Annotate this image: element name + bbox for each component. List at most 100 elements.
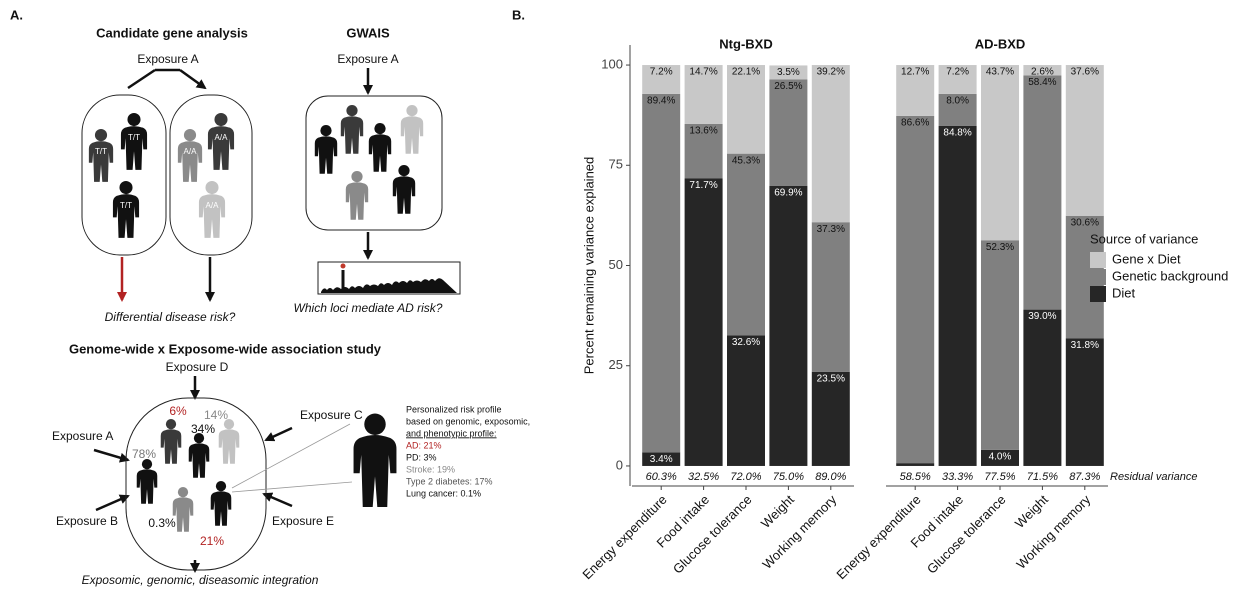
profile-risk: Type 2 diabetes: 17% (406, 476, 493, 486)
value-label: 37.3% (817, 224, 845, 235)
question: Differential disease risk? (105, 310, 236, 324)
value-label: 7.2% (650, 67, 673, 78)
value-label: 13.6% (689, 126, 717, 137)
exposure-label: Exposure C (300, 408, 363, 422)
y-tick-label: 0 (616, 457, 623, 472)
arrow (128, 70, 205, 88)
risk-label: 6% (169, 404, 187, 418)
residual-label: 60.3% (646, 471, 677, 483)
bar-segment (769, 79, 807, 185)
risk-label: 21% (200, 534, 224, 548)
value-label: 45.3% (732, 155, 760, 166)
value-label: 58.4% (1028, 77, 1056, 88)
bar-segment (812, 65, 850, 222)
profile-text: and phenotypic profile: (406, 428, 497, 438)
value-label: 71.7% (689, 180, 717, 191)
value-label: 23.5% (817, 373, 845, 384)
residual-label: 32.5% (688, 471, 719, 483)
x-tick-label: Working memory (759, 492, 839, 572)
x-tick-label: Weight (758, 492, 797, 531)
person-icon (341, 105, 363, 154)
residual-label: 72.0% (730, 471, 761, 483)
residual-label: 33.3% (942, 471, 973, 483)
value-label: 22.1% (732, 67, 760, 78)
x-tick-label: Glucose tolerance (670, 492, 755, 577)
value-label: 3.4% (650, 454, 673, 465)
panel-label: A. (10, 7, 23, 22)
value-label: 30.6% (1071, 217, 1099, 228)
value-label: 4.0% (989, 452, 1012, 463)
figure: A. Candidate gene analysis Exposure A T/… (0, 0, 1238, 591)
legend-swatch (1090, 269, 1106, 285)
residual-title: Residual variance (1110, 471, 1197, 483)
person-icon (219, 419, 240, 464)
genotype-label: A/A (206, 201, 220, 210)
y-tick-label: 75 (609, 157, 623, 172)
bar-segment (812, 372, 850, 466)
legend-label: Diet (1112, 285, 1136, 300)
person-icon (211, 481, 232, 526)
profile-risk: Stroke: 19% (406, 464, 455, 474)
genotype-label: T/T (120, 201, 132, 210)
risk-label: 0.3% (148, 516, 176, 530)
bar-segment (981, 240, 1019, 450)
bar-segment (685, 179, 723, 466)
profile-risk: Lung cancer: 0.1% (406, 488, 481, 498)
exposure-label: Exposure D (166, 360, 229, 374)
value-label: 89.4% (647, 96, 675, 107)
residual-label: 75.0% (773, 471, 804, 483)
bar-segment (769, 186, 807, 466)
genotype-label: A/A (184, 147, 198, 156)
arrow (266, 428, 292, 440)
value-label: 52.3% (986, 242, 1014, 253)
residual-label: 89.0% (815, 471, 846, 483)
profile-risk: PD: 3% (406, 452, 437, 462)
footer-text: Exposomic, genomic, diseasomic integrati… (82, 573, 319, 587)
x-tick-label: Glucose tolerance (924, 492, 1009, 577)
section-title: Candidate gene analysis (96, 25, 248, 40)
person-icon (393, 165, 415, 214)
bar-segment (1023, 75, 1061, 309)
genotype-label: T/T (95, 147, 107, 156)
person-icon (401, 105, 423, 154)
person-icon (173, 487, 194, 532)
exposure-label: Exposure B (56, 514, 118, 528)
genotype-label: T/T (128, 133, 140, 142)
value-label: 39.0% (1028, 311, 1056, 322)
value-label: 31.8% (1071, 340, 1099, 351)
person-icon (346, 171, 368, 220)
person-icon (315, 125, 337, 174)
legend-swatch (1090, 286, 1106, 302)
residual-label: 58.5% (900, 471, 931, 483)
legend-title: Source of variance (1090, 231, 1198, 246)
profile-text: Personalized risk profile (406, 404, 502, 414)
bar-segment (896, 116, 934, 463)
value-label: 3.5% (777, 67, 800, 78)
value-label: 84.8% (943, 128, 971, 139)
profile-risk: AD: 21% (406, 440, 442, 450)
x-tick-label: Weight (1012, 492, 1051, 531)
legend-label: Gene x Diet (1112, 251, 1181, 266)
facet-title: AD-BXD (975, 36, 1026, 51)
y-axis-label: Percent remaining variance explained (581, 157, 596, 375)
value-label: 69.9% (774, 187, 802, 198)
panel-label: B. (512, 7, 525, 22)
risk-label: 14% (204, 408, 228, 422)
bar-segment (727, 154, 765, 336)
person-icon (161, 419, 182, 464)
person-icon (354, 414, 397, 507)
value-label: 7.2% (946, 67, 969, 78)
risk-label: 34% (191, 422, 215, 436)
question: Which loci mediate AD risk? (294, 301, 443, 315)
value-label: 86.6% (901, 118, 929, 129)
exposure-label: Exposure A (52, 429, 113, 443)
value-label: 14.7% (689, 67, 717, 78)
person-icon (137, 459, 158, 504)
bar-segment (642, 94, 680, 452)
arrow (96, 496, 128, 510)
exposure-label: Exposure A (337, 52, 398, 66)
exposure-label: Exposure A (137, 52, 198, 66)
bar-segment (727, 335, 765, 466)
bar-segment (812, 222, 850, 372)
connector (232, 424, 352, 492)
